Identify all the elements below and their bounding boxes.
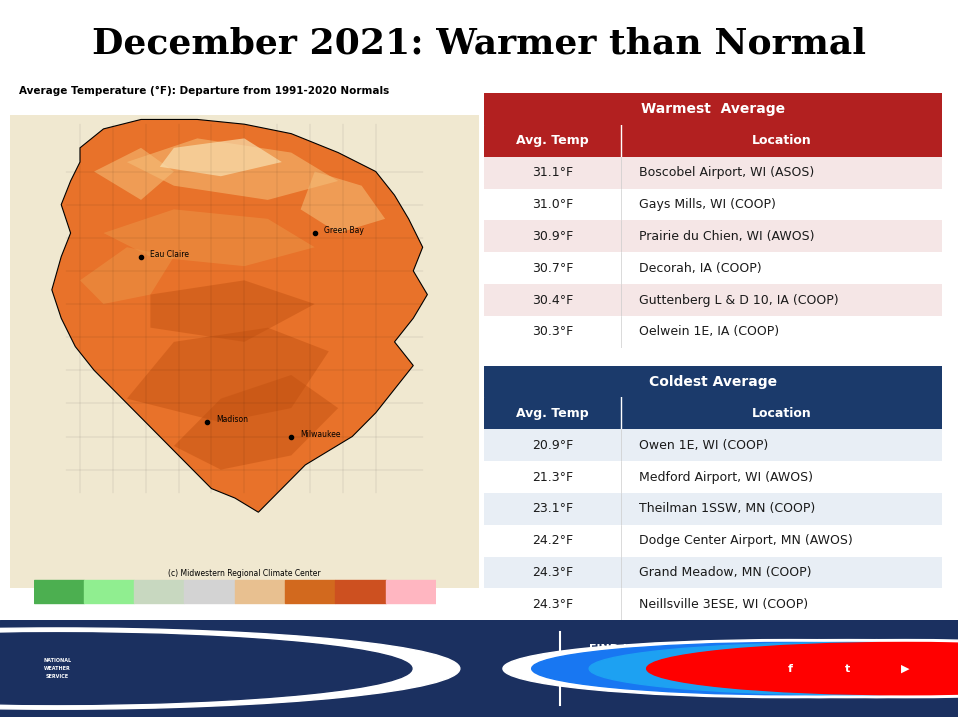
Bar	[385, 580, 436, 603]
Text: Average Temperature (°F): Departure from 1991-2020 Normals: Average Temperature (°F): Departure from…	[19, 86, 389, 96]
Bar	[335, 580, 385, 603]
Text: -3: -3	[28, 619, 39, 632]
Text: 20.9°F: 20.9°F	[532, 439, 573, 452]
Text: 24.3°F: 24.3°F	[532, 566, 573, 579]
Polygon shape	[126, 328, 329, 422]
Text: 30.9°F: 30.9°F	[532, 230, 573, 243]
Text: Boscobel Airport, WI (ASOS): Boscobel Airport, WI (ASOS)	[640, 166, 814, 179]
Text: 30.7°F: 30.7°F	[532, 262, 573, 275]
Text: OCEANIC AND ATMOSPHERIC ADMINISTRATION: OCEANIC AND ATMOSPHERIC ADMINISTRATION	[129, 686, 308, 695]
Circle shape	[560, 640, 958, 698]
Text: Madison: Madison	[217, 415, 248, 424]
Text: NATIONAL WEATHER SERVICE: NATIONAL WEATHER SERVICE	[129, 641, 313, 651]
Text: Location: Location	[752, 134, 811, 148]
Text: Warmest  Average: Warmest Average	[641, 102, 785, 116]
Text: 21.3°F: 21.3°F	[532, 470, 573, 483]
Circle shape	[503, 640, 958, 698]
Text: 7: 7	[432, 619, 440, 632]
Text: Dodge Center Airport, MN (AWOS): Dodge Center Airport, MN (AWOS)	[640, 534, 854, 547]
Text: Prairie du Chien, WI (AWOS): Prairie du Chien, WI (AWOS)	[640, 230, 815, 243]
Text: Location: Location	[752, 407, 811, 420]
Circle shape	[532, 642, 958, 695]
Polygon shape	[174, 375, 338, 470]
Text: Medford Airport, WI (AWOS): Medford Airport, WI (AWOS)	[640, 470, 813, 483]
Text: Gays Mills, WI (COOP): Gays Mills, WI (COOP)	[640, 198, 776, 211]
Bar	[84, 580, 134, 603]
Bar	[184, 580, 235, 603]
Text: Owen 1E, WI (COOP): Owen 1E, WI (COOP)	[640, 439, 768, 452]
Text: Green Bay: Green Bay	[324, 226, 364, 235]
Text: 23.1°F: 23.1°F	[532, 503, 573, 516]
Text: Guttenberg L & D 10, IA (COOP): Guttenberg L & D 10, IA (COOP)	[640, 293, 839, 307]
Text: December 2021: Warmer than Normal: December 2021: Warmer than Normal	[92, 26, 866, 60]
Text: Avg. Temp: Avg. Temp	[516, 134, 589, 148]
Text: f: f	[787, 664, 793, 673]
Text: Coldest Average: Coldest Average	[649, 374, 777, 389]
Polygon shape	[160, 138, 282, 176]
Circle shape	[0, 628, 460, 709]
Text: LA CROSSE, WISCONSIN: LA CROSSE, WISCONSIN	[129, 664, 279, 673]
Text: t: t	[845, 664, 851, 673]
Polygon shape	[94, 148, 174, 200]
Text: Decorah, IA (COOP): Decorah, IA (COOP)	[640, 262, 763, 275]
Text: 30.3°F: 30.3°F	[532, 326, 573, 338]
Text: Milwaukee: Milwaukee	[301, 429, 341, 439]
Text: 2: 2	[231, 619, 239, 632]
Text: WEATHER: WEATHER	[44, 666, 71, 671]
Text: Theilman 1SSW, MN (COOP): Theilman 1SSW, MN (COOP)	[640, 503, 815, 516]
Polygon shape	[52, 120, 427, 512]
Text: weather.gov/lacrosse: weather.gov/lacrosse	[589, 671, 708, 681]
Polygon shape	[126, 138, 338, 200]
Circle shape	[0, 633, 412, 704]
Text: Avg. Temp: Avg. Temp	[516, 407, 589, 420]
Bar	[34, 580, 84, 603]
Bar	[134, 580, 184, 603]
Text: 31.1°F: 31.1°F	[532, 166, 573, 179]
Circle shape	[589, 642, 958, 695]
Text: NATIONAL: NATIONAL	[43, 658, 72, 663]
Text: Eau Claire: Eau Claire	[150, 250, 190, 259]
Polygon shape	[80, 247, 174, 304]
Polygon shape	[103, 209, 314, 266]
Text: Neillsville 3ESE, WI (COOP): Neillsville 3ESE, WI (COOP)	[640, 598, 809, 611]
Circle shape	[647, 642, 958, 695]
Text: 24.3°F: 24.3°F	[532, 598, 573, 611]
Text: (c) Midwestern Regional Climate Center: (c) Midwestern Regional Climate Center	[168, 569, 321, 579]
Text: FIND US ON:: FIND US ON:	[589, 645, 667, 654]
Bar	[235, 580, 285, 603]
Text: Grand Meadow, MN (COOP): Grand Meadow, MN (COOP)	[640, 566, 812, 579]
Text: 30.4°F: 30.4°F	[532, 293, 573, 307]
Text: SERVICE: SERVICE	[46, 674, 69, 679]
Polygon shape	[150, 280, 314, 342]
Bar	[285, 580, 335, 603]
Circle shape	[618, 640, 958, 698]
Polygon shape	[301, 171, 385, 233]
Text: ▶: ▶	[901, 664, 909, 673]
Text: December 01, 2021 to December 31, 2021: December 01, 2021 to December 31, 2021	[132, 118, 356, 128]
Text: 31.0°F: 31.0°F	[532, 198, 573, 211]
Text: 24.2°F: 24.2°F	[532, 534, 573, 547]
Text: Oelwein 1E, IA (COOP): Oelwein 1E, IA (COOP)	[640, 326, 780, 338]
